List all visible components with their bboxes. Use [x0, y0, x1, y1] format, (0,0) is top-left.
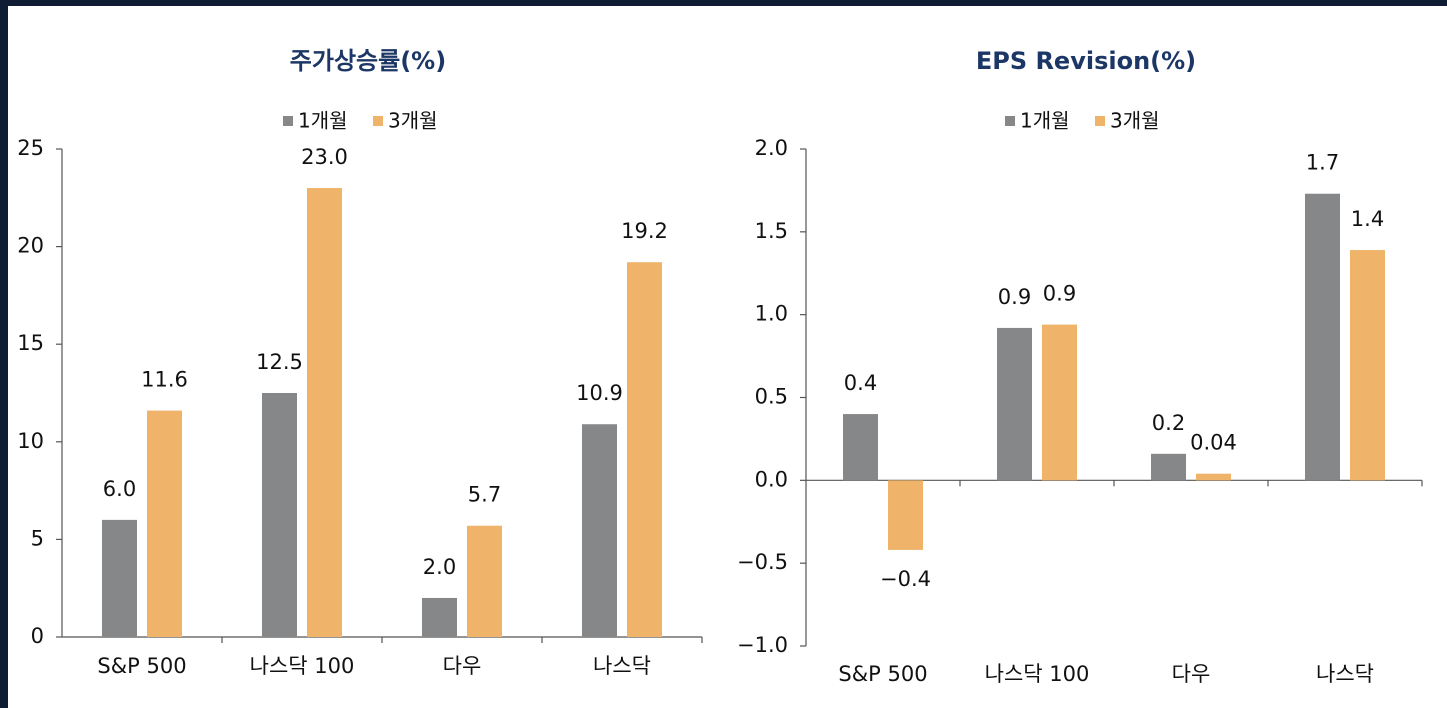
y-tick-label: 0.5	[755, 385, 788, 409]
chart-panel: 주가상승률(%) EPS Revision(%) 0 5 10 15 20 25 S&P 5…	[8, 6, 1447, 708]
x-tick-label: 다우	[1172, 662, 1211, 686]
value-label: 0.9	[1043, 282, 1076, 306]
y-tick-label: 0.0	[755, 467, 788, 491]
chart-title: 주가상승률(%)	[290, 47, 446, 75]
y-tick-label: −0.5	[737, 550, 788, 574]
bar	[262, 393, 297, 637]
legend-swatch	[283, 116, 293, 126]
value-label: 19.2	[621, 219, 668, 243]
value-label: 0.9	[998, 285, 1031, 309]
bar	[102, 519, 137, 637]
bar	[1151, 453, 1186, 481]
value-label: 5.7	[468, 483, 501, 507]
value-label: 0.2	[1152, 411, 1185, 435]
x-tick-label: 나스닥 100	[250, 654, 355, 678]
x-tick-label: 나스닥	[1316, 662, 1374, 686]
chart-title: EPS Revision(%)	[976, 47, 1196, 75]
x-tick-label: 다우	[443, 654, 482, 678]
x-tick-label: S&P 500	[838, 662, 927, 686]
legend-swatch	[1095, 116, 1105, 126]
bar	[627, 262, 662, 637]
bar	[888, 480, 923, 550]
y-tick-label: −1.0	[737, 633, 788, 657]
bar	[1305, 193, 1340, 481]
value-label: −0.4	[880, 567, 931, 591]
y-tick-label: 5	[31, 526, 44, 550]
legend-label: 3개월	[388, 109, 438, 133]
value-label: 1.7	[1306, 151, 1339, 175]
y-tick-label: 0	[31, 624, 44, 648]
y-tick-label: 15	[17, 331, 44, 355]
legend-label: 3개월	[1110, 109, 1160, 133]
bar	[147, 410, 182, 637]
bar	[997, 327, 1032, 481]
y-tick-label: 1.5	[755, 219, 788, 243]
value-label: 12.5	[256, 350, 303, 374]
y-tick-label: 10	[17, 429, 44, 453]
bar	[422, 597, 457, 637]
y-tick-label: 20	[17, 234, 44, 258]
y-tick-label: 2.0	[755, 136, 788, 160]
value-label: 10.9	[576, 381, 623, 405]
value-label: 11.6	[141, 368, 188, 392]
value-label: 23.0	[301, 145, 348, 169]
value-label: 2.0	[423, 555, 456, 579]
value-label: 1.4	[1351, 207, 1384, 231]
y-tick-label: 25	[17, 136, 44, 160]
x-tick-label: 나스닥 100	[985, 662, 1090, 686]
x-tick-label: S&P 500	[97, 654, 186, 678]
bar	[1042, 324, 1077, 481]
bar	[307, 188, 342, 638]
bar	[1350, 250, 1385, 481]
legend-swatch	[1005, 116, 1015, 126]
value-label: 0.04	[1190, 431, 1237, 455]
bar	[1196, 473, 1231, 481]
legend-label: 1개월	[298, 109, 348, 133]
bar	[467, 525, 502, 637]
x-tick-label: 나스닥	[593, 654, 651, 678]
value-label: 0.4	[844, 371, 877, 395]
y-tick-label: 1.0	[755, 302, 788, 326]
bar	[843, 414, 878, 481]
legend-swatch	[373, 116, 383, 126]
bar	[582, 424, 617, 637]
legend-label: 1개월	[1020, 109, 1070, 133]
value-label: 6.0	[103, 477, 136, 501]
